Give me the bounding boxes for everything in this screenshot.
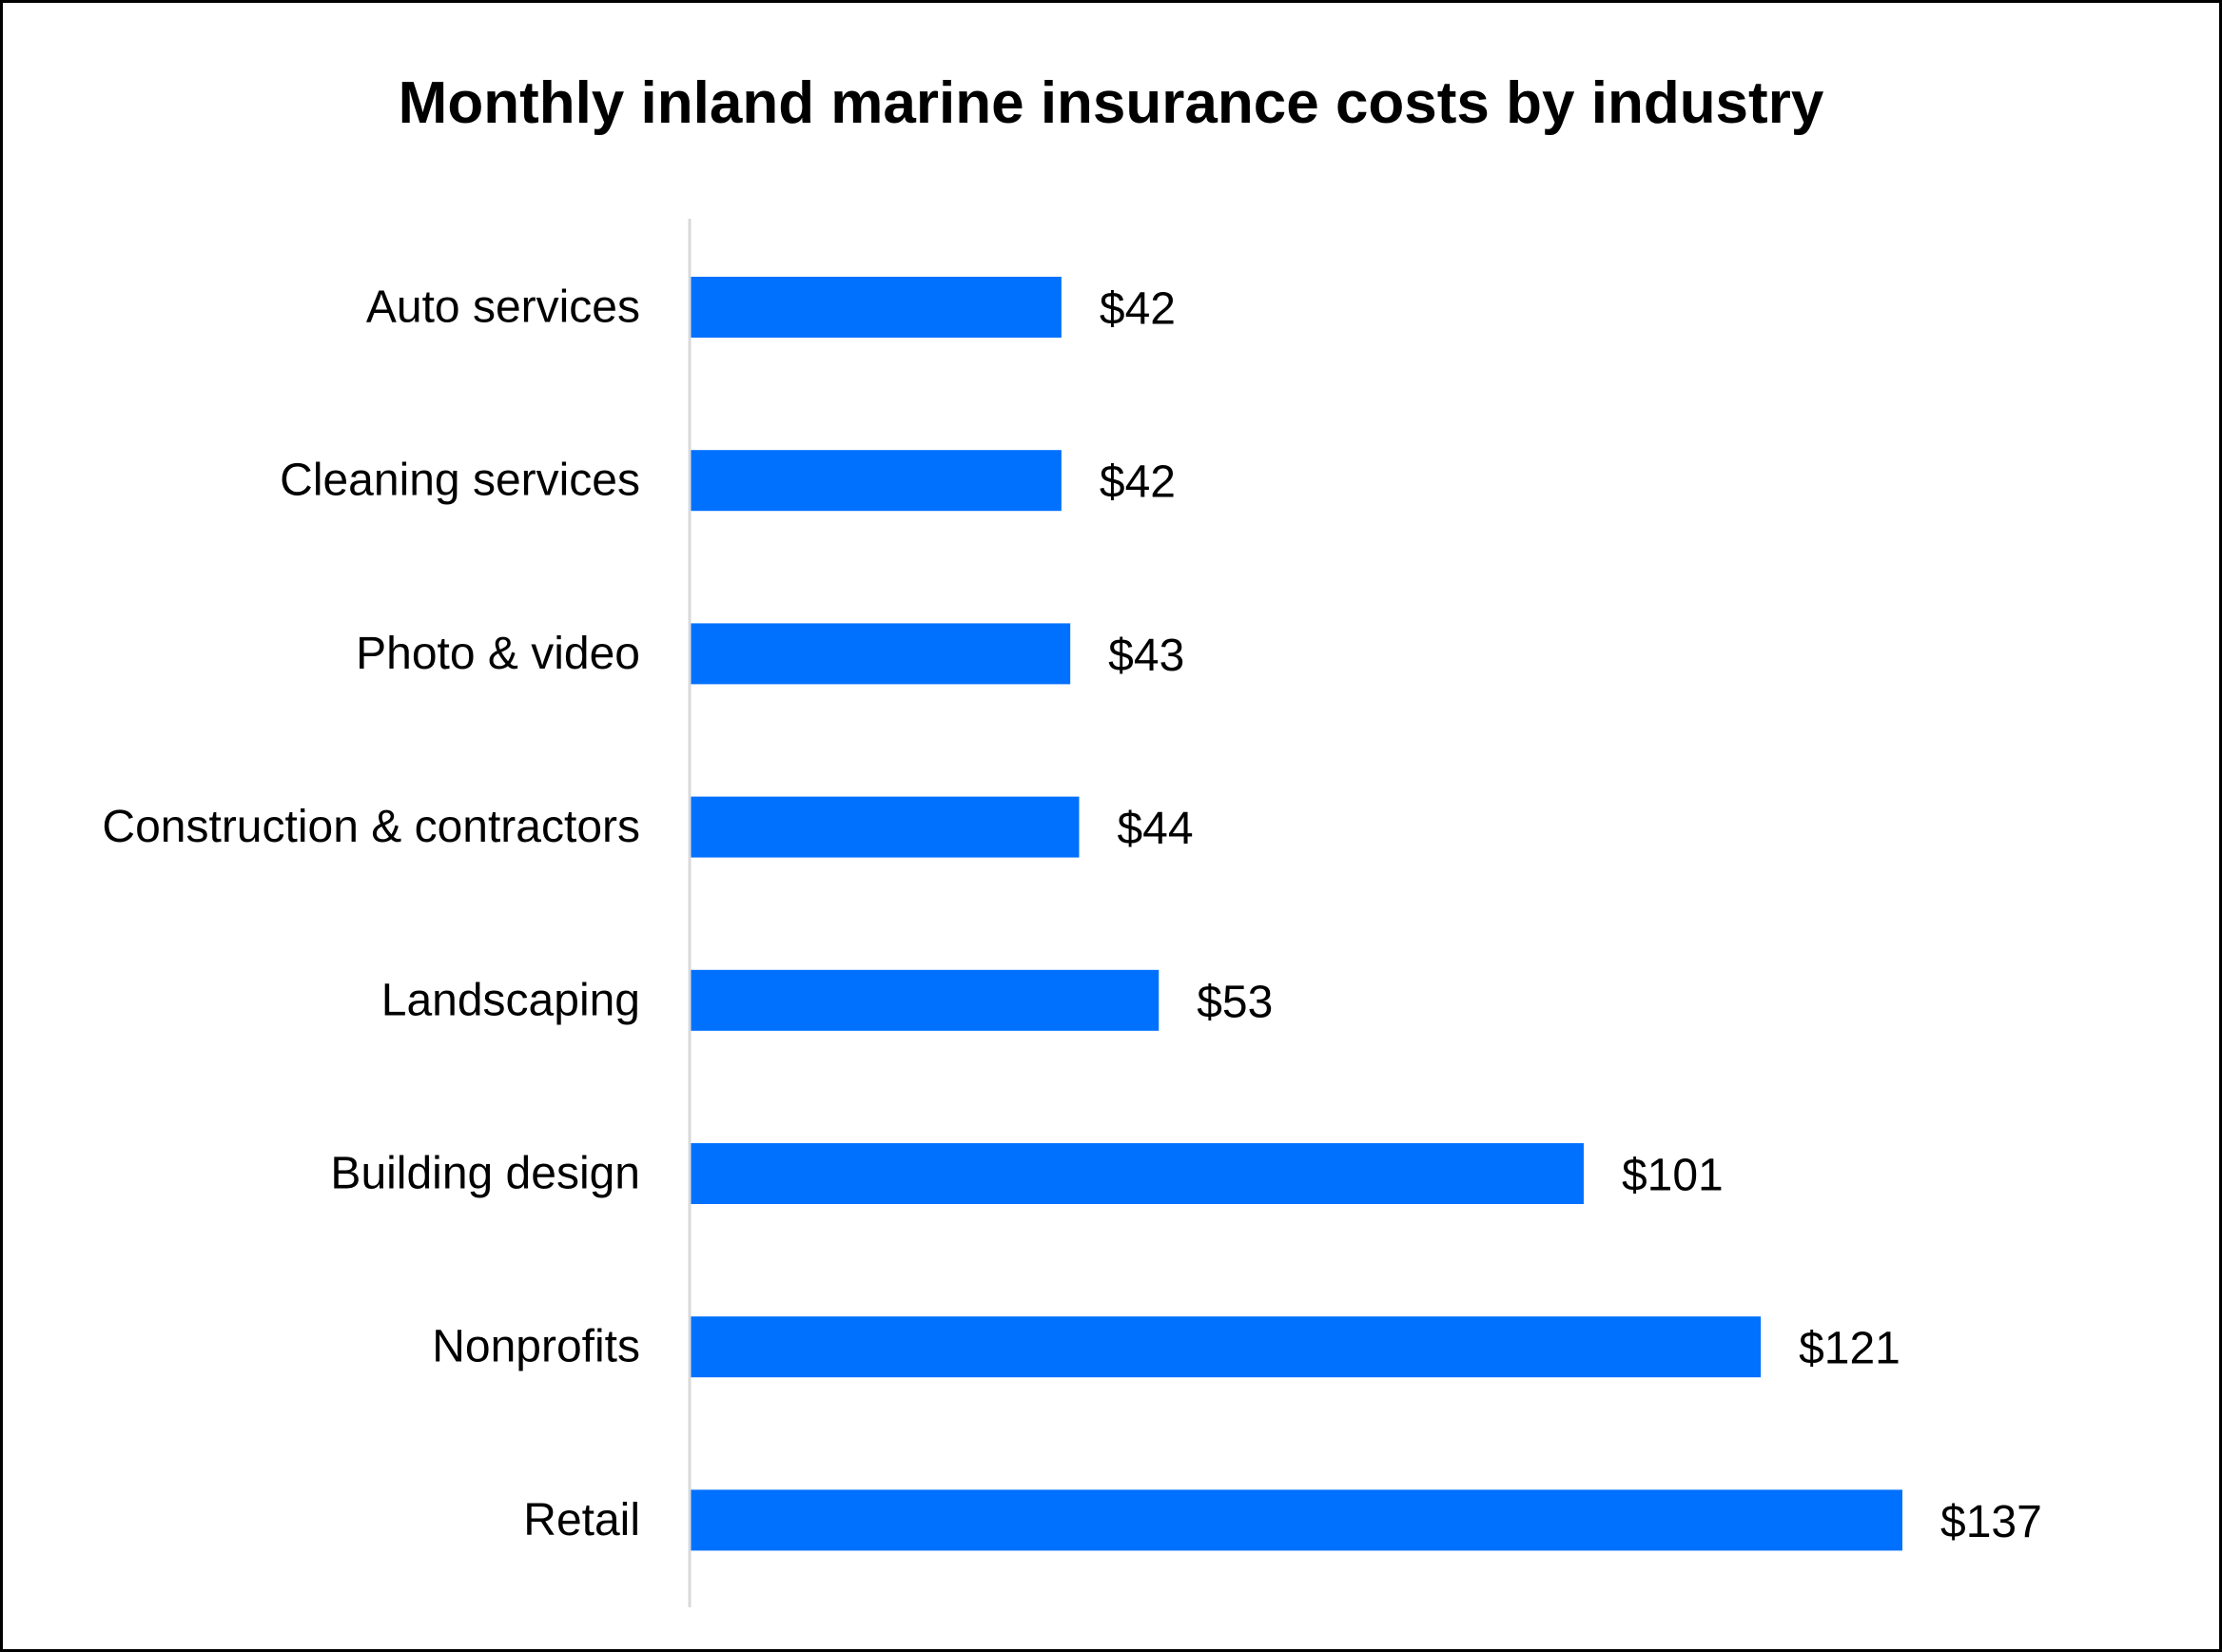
data-label: $121 — [1799, 1324, 1900, 1374]
category-label: Photo & video — [356, 629, 640, 679]
category-label: Nonprofits — [432, 1322, 640, 1372]
bars-layer — [690, 277, 1902, 1551]
bar — [690, 1489, 1902, 1551]
category-label: Auto services — [366, 282, 640, 333]
category-label: Landscaping — [381, 975, 640, 1025]
category-label: Building design — [330, 1149, 640, 1199]
bar — [690, 623, 1071, 685]
data-label: $42 — [1100, 457, 1176, 508]
data-label: $44 — [1117, 804, 1193, 854]
category-label: Cleaning services — [280, 456, 640, 506]
bar — [690, 796, 1080, 858]
bar — [690, 1316, 1762, 1378]
bar — [690, 969, 1160, 1031]
data-label: $101 — [1622, 1151, 1724, 1201]
category-label: Retail — [523, 1495, 640, 1545]
chart-title: Monthly inland marine insurance costs by… — [398, 70, 1824, 136]
category-label: Construction & contractors — [102, 802, 640, 852]
bar — [690, 1143, 1584, 1204]
data-label: $53 — [1197, 977, 1273, 1027]
bar — [690, 450, 1062, 512]
data-label: $137 — [1940, 1497, 2042, 1547]
bar — [690, 277, 1062, 338]
data-label: $43 — [1108, 631, 1184, 681]
data-label: $42 — [1100, 284, 1176, 335]
